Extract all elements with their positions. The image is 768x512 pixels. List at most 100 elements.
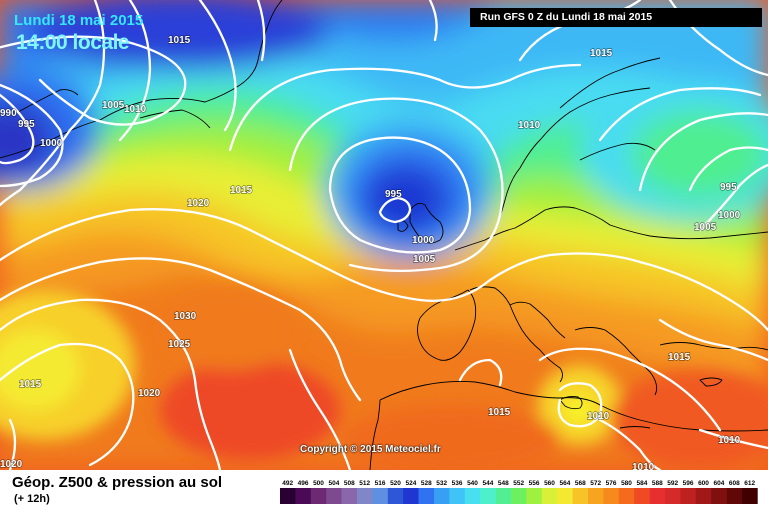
date-title: Lundi 18 mai 2015: [14, 12, 144, 29]
local-time-title: 14:00 locale: [16, 31, 130, 54]
isobar-line: [598, 418, 662, 470]
isobar-label: 1015: [19, 379, 42, 390]
isobar-line: [118, 0, 152, 142]
legend-tick-label: 600: [698, 480, 709, 487]
geopotential-map: 1015 990 995 1000 1005 1010 1015 1010 99…: [0, 0, 768, 470]
legend-color-swatch: [634, 488, 650, 504]
legend-color-swatch: [511, 488, 527, 504]
legend-color-swatch: [464, 488, 481, 504]
legend-tick-label: 592: [667, 480, 678, 487]
map-canvas: 1015 990 995 1000 1005 1010 1015 1010 99…: [0, 0, 768, 470]
legend-tick-label: 512: [359, 480, 370, 487]
chart-title: Géop. Z500 & pression au sol: [12, 474, 223, 491]
isobar-line: [0, 35, 187, 126]
isobar-line: [658, 318, 768, 362]
legend-tick-label: 612: [744, 480, 755, 487]
legend-color-swatch: [588, 488, 604, 504]
isobar-line: [378, 196, 412, 224]
isobar-line: [256, 0, 266, 62]
isobar-label: 1010: [632, 462, 655, 470]
isobar-line: [638, 260, 768, 332]
isobars: [0, 0, 768, 470]
legend-color-swatch: [403, 488, 419, 504]
legend-color-swatch: [372, 488, 389, 504]
isobar-label: 1015: [230, 185, 253, 196]
legend-color-swatch: [310, 488, 327, 504]
legend-tick-label: 560: [544, 480, 555, 487]
isobar-label: 1020: [187, 198, 210, 209]
forecast-offset: (+ 12h): [14, 493, 50, 505]
isobar-line: [0, 83, 64, 188]
isobar-label: 1000: [412, 235, 435, 246]
legend-tick-label: 604: [713, 480, 724, 487]
color-scale-legend: 492 496 500 504 508 512 516 520 524 528 532 536 540 5…: [280, 480, 758, 504]
isobar-label: 1015: [590, 48, 613, 59]
legend-color-swatch: [726, 488, 743, 504]
legend-color-swatch: [665, 488, 681, 504]
legend-color-swatch: [495, 488, 512, 504]
isobar-label: 1005: [413, 254, 436, 265]
legend-tick-label: 524: [405, 480, 416, 487]
isobar-label: 1000: [718, 210, 741, 221]
legend-tick-label: 584: [636, 480, 647, 487]
isobar-label: 1015: [488, 407, 511, 418]
isobar-label: 1005: [102, 100, 125, 111]
legend-tick-label: 500: [313, 480, 324, 487]
isobar-line: [458, 358, 503, 387]
legend-tick-label: 528: [421, 480, 432, 487]
legend-color-swatch: [526, 488, 543, 504]
isobar-label: 995: [720, 182, 737, 193]
legend-color-swatch: [572, 488, 589, 504]
legend-color-swatch: [680, 488, 697, 504]
legend-color-swatch: [280, 488, 296, 504]
legend-color-swatch: [449, 488, 466, 504]
copyright-notice: Copyright © 2015 Meteociel.fr: [300, 444, 441, 455]
isobar-line: [0, 257, 362, 402]
legend-tick-label: 548: [498, 480, 509, 487]
legend-color-swatch: [434, 488, 450, 504]
legend-tick-label: 552: [513, 480, 524, 487]
legend-tick-label: 572: [590, 480, 601, 487]
legend-tick-label: 520: [390, 480, 401, 487]
legend-color-swatch: [480, 488, 496, 504]
isobar-line: [288, 97, 504, 273]
isobar-label: 1020: [138, 388, 161, 399]
isobar-label: 995: [18, 119, 35, 130]
legend-tick-label: 580: [621, 480, 632, 487]
isobar-line: [698, 163, 768, 232]
legend-color-swatch: [418, 488, 435, 504]
legend-color-swatch: [603, 488, 620, 504]
isobar-line: [0, 208, 642, 302]
isobar-label: 1030: [174, 311, 197, 322]
legend-color-swatch: [557, 488, 573, 504]
legend-color-swatch: [742, 488, 758, 504]
legend-tick-label: 536: [452, 480, 463, 487]
legend-tick-label: 508: [344, 480, 355, 487]
isobar-label: 1005: [694, 222, 717, 233]
isobar-line: [198, 0, 237, 132]
isobar-labels: 1015 990 995 1000 1005 1010 1015 1010 99…: [0, 34, 741, 470]
isobar-line: [328, 136, 472, 254]
legend-color-swatch: [618, 488, 635, 504]
isobar-label: 1025: [168, 339, 191, 350]
legend-color-swatch: [695, 488, 712, 504]
legend-tick-label: 492: [282, 480, 293, 487]
isobar-label: 990: [0, 108, 17, 119]
isobar-line: [0, 0, 106, 207]
isobar-label: 1010: [518, 120, 541, 131]
run-info-banner: Run GFS 0 Z du Lundi 18 mai 2015: [470, 8, 762, 27]
legend-tick-label: 608: [729, 480, 740, 487]
isobar-label: 1010: [718, 435, 741, 446]
legend-tick-label: 596: [683, 480, 694, 487]
isobar-label: 995: [385, 189, 402, 200]
isobar-line: [0, 298, 222, 470]
legend-color-swatch: [326, 488, 342, 504]
legend-color-swatch: [541, 488, 558, 504]
isobar-line: [698, 428, 768, 450]
legend-tick-label: 496: [298, 480, 309, 487]
legend-color-swatch: [295, 488, 312, 504]
isobar-line: [638, 112, 768, 192]
isobar-label: 1015: [668, 352, 691, 363]
isobar-line: [8, 418, 17, 470]
